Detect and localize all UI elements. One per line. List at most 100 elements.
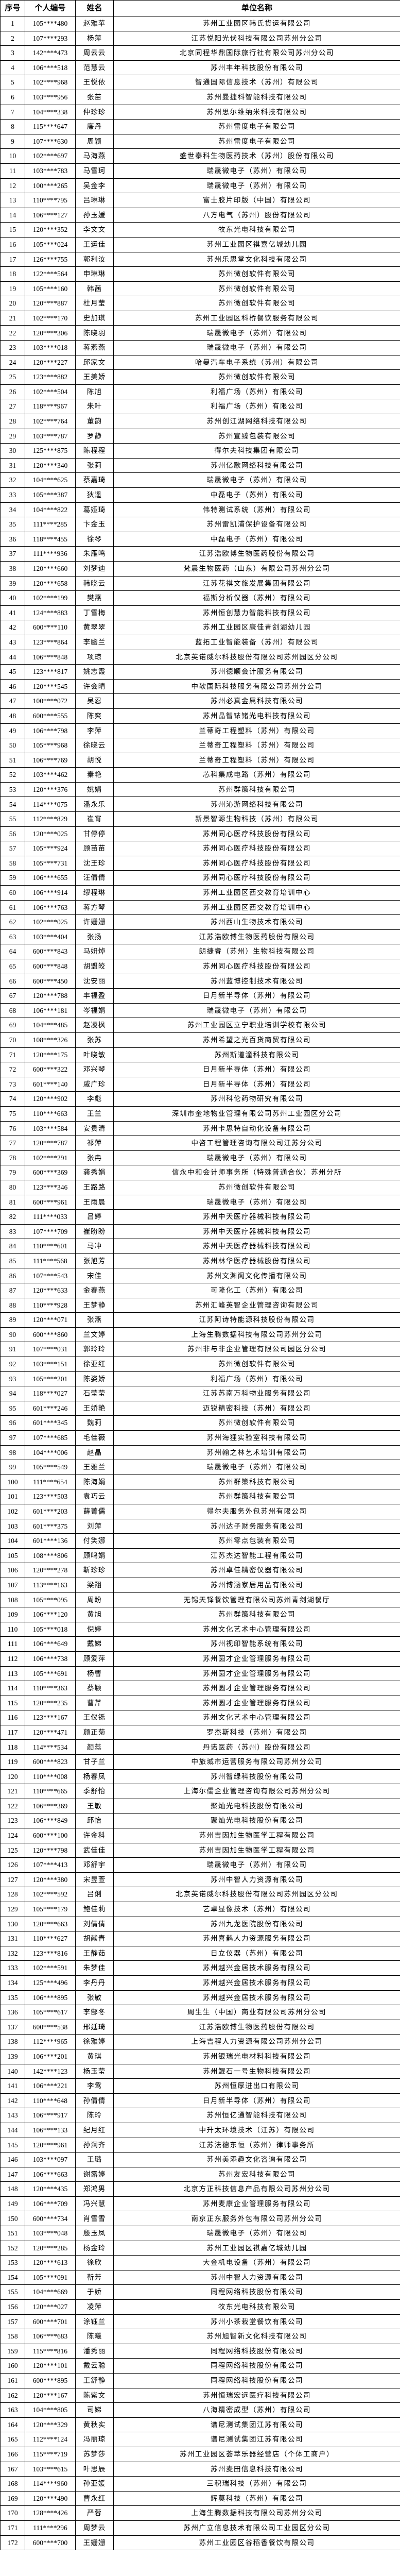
cell-index: 159 [0, 2343, 25, 2359]
cell-name: 王美娇 [75, 369, 114, 385]
table-row: 85 111****568 张旭芳 苏州林华医疗器械股份有限公司 [0, 1253, 400, 1269]
cell-name: 缪程琳 [75, 885, 114, 901]
cell-organization: 苏州工业园区祺嘉亿城幼儿园 [113, 236, 400, 252]
cell-name: 岑福娟 [75, 1003, 114, 1019]
cell-organization: 无锡天铎餐饮管理有限公司苏州青剑湖餐厅 [113, 1592, 400, 1608]
cell-name: 王雅兰 [75, 1460, 114, 1475]
cell-name: 姚娟 [75, 782, 114, 798]
cell-personal-id: 106****127 [25, 207, 76, 223]
cell-personal-id: 102****968 [25, 75, 76, 90]
cell-index: 81 [0, 1194, 25, 1210]
cell-name: 邱家文 [75, 354, 114, 370]
cell-organization: 江苏浩欧博生物医药股份有限公司 [113, 929, 400, 945]
table-row: 66 600****450 沈安丽 苏州蓝博控制技术有限公司 [0, 973, 400, 989]
table-row: 100 111****654 陈海娟 苏州群策科技有限公司 [0, 1474, 400, 1490]
cell-organization: 苏州中天医疗器械科技有限公司 [113, 1209, 400, 1225]
cell-organization: 盛世泰科生物医药技术（苏州）股份有限公司 [113, 148, 400, 164]
table-row: 6 103****956 张苗 苏州曼捷科智能科技有限公司 [0, 89, 400, 105]
table-row: 81 600****961 王雨晨 瑞晟微电子（苏州）有限公司 [0, 1194, 400, 1210]
table-row: 7 104****338 仲珍珍 苏州思尔维纳米科技有限公司 [0, 104, 400, 120]
table-row: 68 106****181 岑福娟 瑞晟微电子（苏州）有限公司 [0, 1003, 400, 1019]
cell-name: 孙玉媛 [75, 207, 114, 223]
cell-index: 155 [0, 2284, 25, 2300]
cell-organization: 江苏悦阳光伏科技有限公司苏州分公司 [113, 30, 400, 46]
cell-organization: 苏州文化艺术中心管理有限公司 [113, 1621, 400, 1637]
cell-organization: 可隆化工（苏州）有限公司 [113, 1283, 400, 1298]
cell-name: 崔盼盼 [75, 1224, 114, 1240]
cell-index: 48 [0, 708, 25, 724]
cell-personal-id: 103****097 [25, 2152, 76, 2167]
cell-name: 马雪珂 [75, 163, 114, 179]
table-row: 110 105****018 倪婷 苏州文化艺术中心管理有限公司 [0, 1621, 400, 1637]
cell-index: 139 [0, 2048, 25, 2064]
cell-index: 160 [0, 2358, 25, 2374]
cell-index: 42 [0, 620, 25, 635]
cell-index: 151 [0, 2226, 25, 2241]
cell-name: 朱梦佳 [75, 1960, 114, 1976]
table-row: 156 120****027 凌萍 牧东光电科技有限公司 [0, 2299, 400, 2315]
cell-organization: 瑞晟微电子（苏州）有限公司 [113, 1150, 400, 1166]
table-row: 143 106****917 陈玲 苏州恒亿通智能科技有限公司 [0, 2108, 400, 2123]
cell-organization: 牧东光电科技有限公司 [113, 2299, 400, 2315]
cell-index: 134 [0, 1975, 25, 1991]
cell-index: 99 [0, 1460, 25, 1475]
cell-organization: 蓝拓工业智能装备（苏州）有限公司 [113, 634, 400, 650]
cell-name: 陈曦 [75, 2329, 114, 2344]
cell-organization: 日月新半导体（苏州）有限公司 [113, 988, 400, 1004]
cell-organization: 日月新半导体（苏州）有限公司 [113, 1076, 400, 1092]
cell-personal-id: 105****018 [25, 1621, 76, 1637]
cell-index: 97 [0, 1430, 25, 1446]
cell-index: 114 [0, 1681, 25, 1696]
cell-organization: 江苏阿诗特能源科技股份有限公司 [113, 1312, 400, 1328]
cell-name: 刘倩倩 [75, 1916, 114, 1932]
cell-name: 王静茹 [75, 1945, 114, 1961]
cell-organization: 八海精密成型（苏州）有限公司 [113, 2402, 400, 2418]
table-row: 123 106****849 邱怡 聚灿光电科技股份有限公司 [0, 1813, 400, 1829]
table-body: 1 105****480 赵雅苹 苏州工业园区韩氏货运有限公司 2 107****293 杨… [0, 16, 400, 2551]
table-row: 108 105****095 周盼 无锡天铎餐饮管理有限公司苏州青剑湖餐厅 [0, 1592, 400, 1608]
cell-personal-id: 106****914 [25, 885, 76, 901]
cell-name: 王兰 [75, 1106, 114, 1122]
cell-organization: 瑞晟微电子（苏州）有限公司 [113, 472, 400, 488]
cell-organization: 福斯分析仪器（苏州）有限公司 [113, 590, 400, 606]
cell-index: 102 [0, 1503, 25, 1519]
cell-organization: 苏州曼捷科智能科技有限公司 [113, 89, 400, 105]
table-row: 163 104****805 司娣 八海精密成型（苏州）有限公司 [0, 2402, 400, 2418]
table-row: 159 115****816 潘秀丽 同程网络科技股份有限公司 [0, 2343, 400, 2359]
cell-index: 14 [0, 207, 25, 223]
cell-organization: 上海生腾数据科技有限公司苏州分公司 [113, 2505, 400, 2521]
cell-personal-id: 600****961 [25, 1194, 76, 1210]
table-row: 107 113****163 梁翔 苏州博涵家居用品有限公司 [0, 1577, 400, 1593]
cell-index: 30 [0, 443, 25, 459]
table-row: 162 120****167 陈紫文 苏州恒瑞宏远医疗科技有限公司 [0, 2387, 400, 2403]
cell-personal-id: 111****936 [25, 546, 76, 562]
cell-name: 史加琪 [75, 310, 114, 326]
cell-organization: 兰蒂奇工程塑料（苏州）有限公司 [113, 723, 400, 739]
cell-personal-id: 142****123 [25, 2063, 76, 2079]
cell-name: 吕琳琳 [75, 193, 114, 208]
cell-personal-id: 105****024 [25, 236, 76, 252]
table-row: 18 122****564 申琳琳 苏州微创软件有限公司 [0, 266, 400, 282]
cell-organization: 苏州恒厚进出口有限公司 [113, 2078, 400, 2094]
table-row: 166 115****719 苏梦莎 苏州工业园区荟萃乐器经营店（个体工商户） [0, 2446, 400, 2462]
cell-organization: 苏州同心医疗科技股份有限公司 [113, 855, 400, 871]
cell-name: 刘萍 [75, 1518, 114, 1534]
cell-name: 董韵 [75, 414, 114, 429]
cell-name: 张苏 [75, 1032, 114, 1048]
cell-organization: 苏州中智人力资源有限公司 [113, 2269, 400, 2285]
cell-personal-id: 120****435 [25, 2181, 76, 2197]
cell-organization: 上海吉程人力资源有限公司苏州分公司 [113, 2034, 400, 2049]
cell-personal-id: 103****584 [25, 1121, 76, 1137]
cell-index: 24 [0, 354, 25, 370]
table-row: 27 118****967 朱叶 利福广场（苏州）有限公司 [0, 399, 400, 415]
cell-organization: 苏州德顺会计服务有限公司 [113, 664, 400, 680]
table-row: 169 120****490 曹永红 辉莫科技（苏州）有限公司 [0, 2490, 400, 2506]
table-row: 103 601****375 刘萍 苏州达子财务服务有限公司 [0, 1518, 400, 1534]
cell-personal-id: 111****033 [25, 1209, 76, 1225]
cell-organization: 苏州美添趣文化咨询有限公司 [113, 2152, 400, 2167]
cell-personal-id: 105****387 [25, 487, 76, 503]
cell-personal-id: 103****615 [25, 2461, 76, 2477]
cell-name: 王姗姗 [75, 2535, 114, 2551]
cell-personal-id: 107****685 [25, 1430, 76, 1446]
cell-name: 甘子兰 [75, 1754, 114, 1770]
